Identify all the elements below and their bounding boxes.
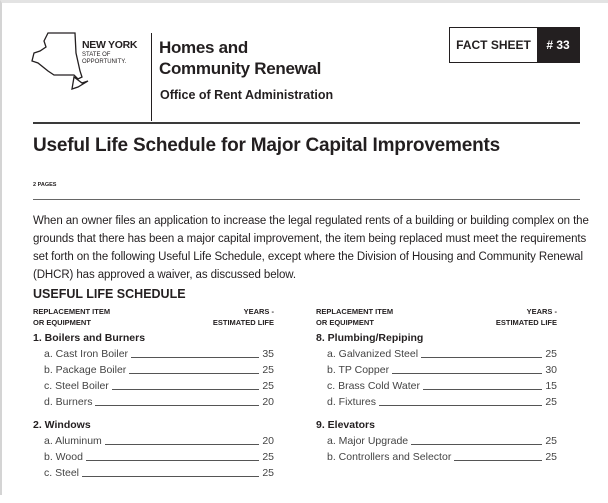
leader-line xyxy=(454,460,543,461)
column-headers: REPLACEMENT ITEM OR EQUIPMENT YEARS - ESTIM… xyxy=(316,306,557,328)
years-column-header: YEARS - ESTIMATED LIFE xyxy=(496,306,557,328)
schedule-columns: REPLACEMENT ITEM OR EQUIPMENT YEARS - ESTIM… xyxy=(33,306,589,480)
item-label: a. Aluminum xyxy=(44,435,102,447)
item-years: 20 xyxy=(262,396,274,408)
item-label: c. Brass Cold Water xyxy=(327,380,420,392)
divider xyxy=(33,122,580,124)
schedule-row: c. Steel 25 xyxy=(33,464,274,480)
leader-line xyxy=(131,357,260,358)
item-label: a. Galvanized Steel xyxy=(327,348,419,360)
section-gap xyxy=(316,409,557,415)
schedule-column-left: REPLACEMENT ITEM OR EQUIPMENT YEARS - ESTIM… xyxy=(33,306,274,480)
logo-wordmark: NEW YORK STATE OF OPPORTUNITY. xyxy=(82,39,137,66)
item-years: 25 xyxy=(262,380,274,392)
schedule-column-right: REPLACEMENT ITEM OR EQUIPMENT YEARS - ESTIM… xyxy=(316,306,557,480)
item-label: b. Controllers and Selector xyxy=(327,451,452,463)
schedule-row: b. TP Copper 30 xyxy=(316,361,557,377)
logo-tagline: STATE OF OPPORTUNITY. xyxy=(82,52,137,66)
years-header-line2: ESTIMATED LIFE xyxy=(212,318,274,327)
leader-line xyxy=(111,389,260,390)
item-label: d. Burners xyxy=(44,396,93,408)
logo-tagline-1: STATE OF xyxy=(82,52,111,58)
item-years: 30 xyxy=(545,364,557,376)
leader-line xyxy=(82,476,260,477)
item-years: 25 xyxy=(545,435,557,447)
item-header-line2: OR EQUIPMENT xyxy=(33,318,91,327)
new-york-state-map-logo xyxy=(31,32,89,90)
item-label: c. Steel Boiler xyxy=(44,380,109,392)
intro-paragraph: When an owner files an application to in… xyxy=(33,215,589,281)
years-header-line1: YEARS - xyxy=(243,307,274,316)
item-years: 25 xyxy=(545,451,557,463)
schedule-row: a. Aluminum 20 xyxy=(33,432,274,448)
schedule-row: d. Burners 20 xyxy=(33,393,274,409)
years-header-line2: ESTIMATED LIFE xyxy=(495,318,557,327)
leader-line xyxy=(422,389,543,390)
section-gap xyxy=(33,409,274,415)
item-years: 25 xyxy=(262,467,274,479)
page-count: 2 PAGES xyxy=(33,182,57,188)
leader-line xyxy=(421,357,543,358)
item-label: a. Cast Iron Boiler xyxy=(44,348,129,360)
logo-new-york: NEW YORK xyxy=(82,39,138,51)
item-label: b. TP Copper xyxy=(327,364,390,376)
schedule-row: a. Cast Iron Boiler 35 xyxy=(33,345,274,361)
item-label: b. Package Boiler xyxy=(44,364,127,376)
item-years: 15 xyxy=(545,380,557,392)
leader-line xyxy=(104,444,260,445)
leader-line xyxy=(85,460,260,461)
fact-sheet-label: FACT SHEET xyxy=(456,38,531,52)
item-label: b. Wood xyxy=(44,451,83,463)
item-header-line2: OR EQUIPMENT xyxy=(316,318,374,327)
item-header-line1: REPLACEMENT ITEM xyxy=(33,307,111,316)
divider xyxy=(33,199,580,200)
section-title: 8. Plumbing/Repiping xyxy=(316,332,424,344)
agency-name: Homes and Community Renewal xyxy=(159,37,321,79)
schedule-heading: USEFUL LIFE SCHEDULE xyxy=(33,287,186,301)
years-column-header: YEARS - ESTIMATED LIFE xyxy=(213,306,274,328)
schedule-row: a. Major Upgrade 25 xyxy=(316,432,557,448)
body-content: When an owner files an application to in… xyxy=(33,212,589,480)
section-title: 2. Windows xyxy=(33,419,91,431)
agency-name-line1: Homes and xyxy=(159,38,248,57)
item-years: 25 xyxy=(262,364,274,376)
item-years: 25 xyxy=(545,396,557,408)
item-column-header: REPLACEMENT ITEM OR EQUIPMENT xyxy=(316,306,393,328)
item-header-line1: REPLACEMENT ITEM xyxy=(316,307,394,316)
item-years: 25 xyxy=(262,451,274,463)
leader-line xyxy=(95,405,260,406)
item-years: 25 xyxy=(545,348,557,360)
item-label: c. Steel xyxy=(44,467,80,479)
fact-sheet-badge: FACT SHEET # 33 xyxy=(449,27,580,63)
leader-line xyxy=(411,444,543,445)
page-title: Useful Life Schedule for Major Capital I… xyxy=(33,135,501,156)
leader-line xyxy=(129,373,260,374)
section-title: 1. Boilers and Burners xyxy=(33,332,146,344)
agency-name-line2: Community Renewal xyxy=(159,59,322,78)
schedule-row: a. Galvanized Steel 25 xyxy=(316,345,557,361)
schedule-row: b. Wood 25 xyxy=(33,448,274,464)
item-label: a. Major Upgrade xyxy=(327,435,409,447)
office-name: Office of Rent Administration xyxy=(160,88,334,102)
item-years: 35 xyxy=(262,348,274,360)
section-title: 9. Elevators xyxy=(316,419,375,431)
item-column-header: REPLACEMENT ITEM OR EQUIPMENT xyxy=(33,306,110,328)
item-label: d. Fixtures xyxy=(327,396,377,408)
fact-sheet-number: # 33 xyxy=(537,28,579,62)
column-headers: REPLACEMENT ITEM OR EQUIPMENT YEARS - ESTIM… xyxy=(33,306,274,328)
leader-line xyxy=(379,405,543,406)
logo-tagline-2: OPPORTUNITY. xyxy=(82,59,127,65)
schedule-row: c. Steel Boiler 25 xyxy=(33,377,274,393)
schedule-row: c. Brass Cold Water 15 xyxy=(316,377,557,393)
years-header-line1: YEARS - xyxy=(526,307,557,316)
item-years: 20 xyxy=(262,435,274,447)
leader-line xyxy=(392,373,543,374)
schedule-row: b. Package Boiler 25 xyxy=(33,361,274,377)
schedule-row: d. Fixtures 25 xyxy=(316,393,557,409)
header-divider xyxy=(151,33,152,121)
schedule-row: b. Controllers and Selector 25 xyxy=(316,448,557,464)
